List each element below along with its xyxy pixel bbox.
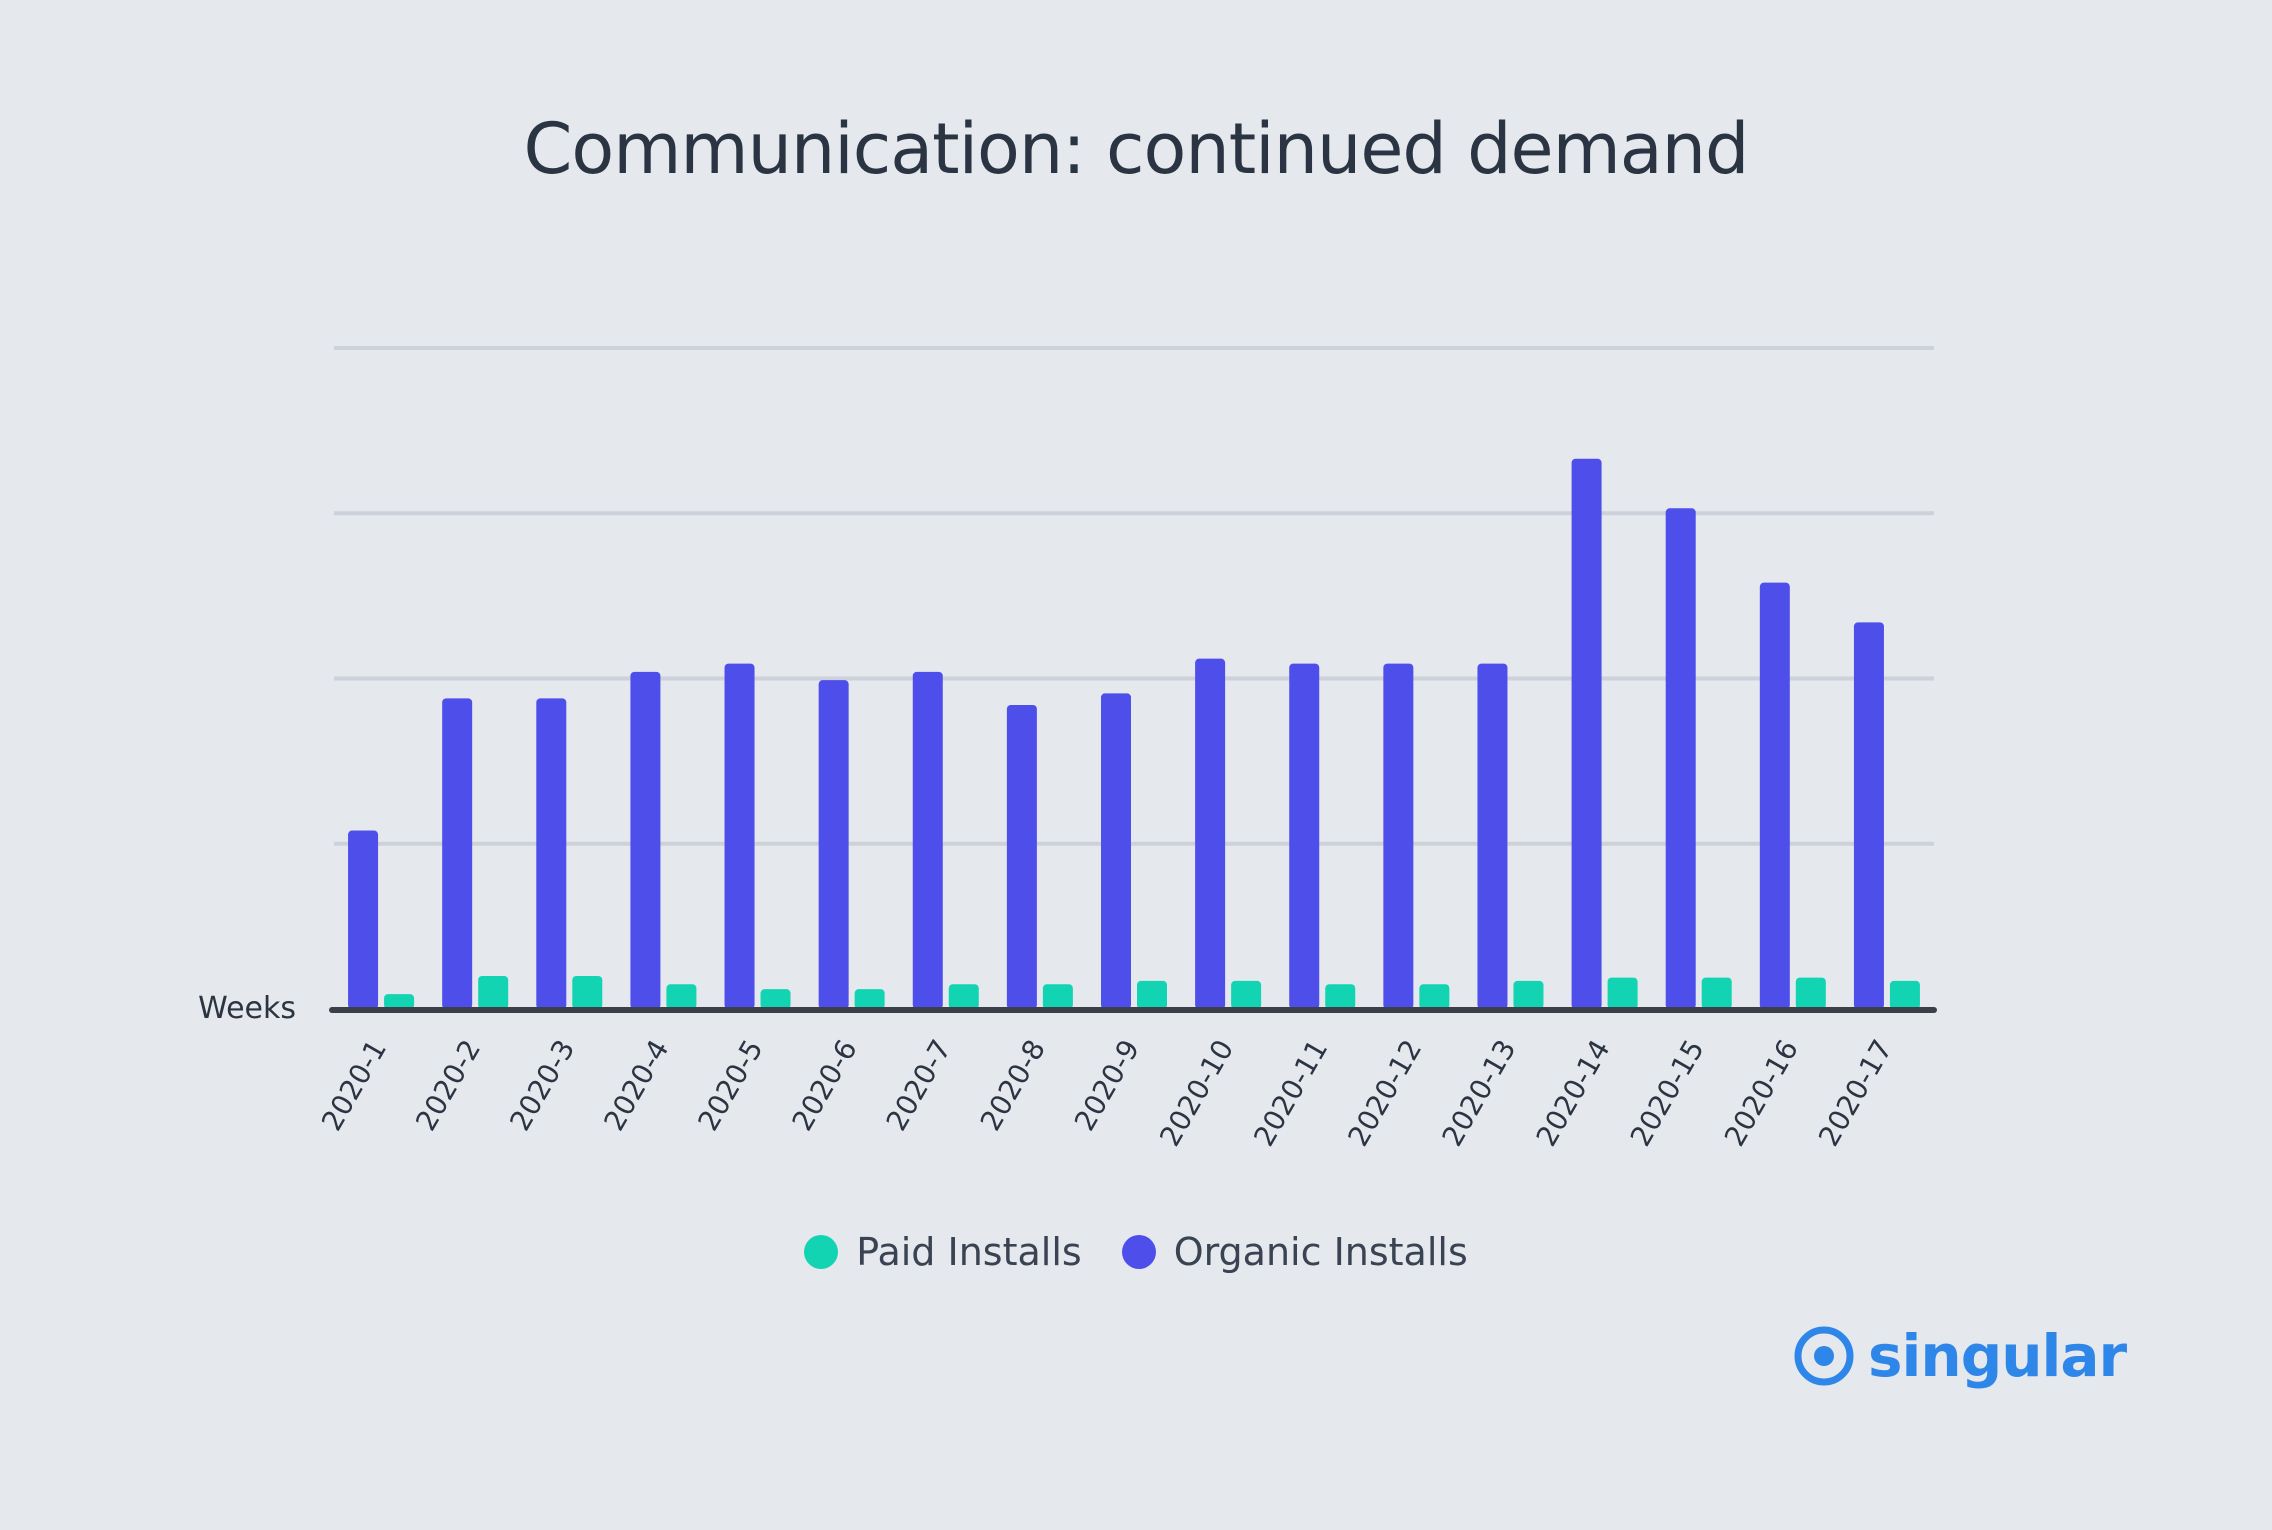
organic-bar-2020-4 [630,671,661,1009]
x-tick-label: 2020-7 [880,1034,958,1136]
organic-bar-2020-10 [1195,658,1226,1009]
x-tick-label: 2020-13 [1435,1034,1522,1152]
legend-swatch-organic [1121,1235,1156,1269]
x-tick-label: 2020-5 [691,1034,769,1136]
paid-bar-2020-5 [760,989,791,1009]
x-tick-label: 2020-12 [1341,1034,1428,1152]
x-tick-label: 2020-9 [1068,1034,1146,1136]
paid-bar-2020-14 [1607,977,1638,1009]
organic-bar-2020-14 [1571,458,1602,1009]
paid-bar-2020-3 [572,975,603,1009]
paid-bar-2020-6 [854,989,885,1009]
legend-item-organic: Organic Installs [1121,1230,1468,1274]
organic-bar-2020-12 [1383,663,1414,1009]
x-tick-label: 2020-2 [409,1034,487,1136]
x-tick-label: 2020-4 [597,1034,675,1136]
organic-bar-2020-5 [724,663,755,1009]
organic-bar-2020-13 [1477,663,1508,1009]
organic-bar-2020-17 [1853,622,1884,1009]
legend: Paid Installs Organic Installs [0,1230,2272,1274]
x-tick-label: 2020-17 [1812,1034,1899,1152]
paid-bar-2020-8 [1042,984,1073,1009]
paid-bar-2020-13 [1513,980,1544,1009]
singular-logo-icon [1794,1326,1854,1386]
paid-bar-2020-2 [478,975,509,1009]
paid-bar-2020-9 [1137,980,1167,1009]
x-tick-label: 2020-6 [786,1034,864,1136]
organic-bar-2020-2 [442,698,473,1009]
paid-bar-2020-7 [948,984,979,1009]
organic-bar-2020-15 [1665,508,1696,1009]
brand-name: singular [1868,1322,2127,1390]
organic-bar-2020-7 [912,671,943,1009]
paid-bar-2020-10 [1231,980,1262,1009]
organic-bar-2020-16 [1759,582,1790,1009]
legend-label-organic: Organic Installs [1173,1230,1468,1274]
paid-bar-2020-1 [384,994,415,1009]
x-tick-label: 2020-15 [1624,1034,1711,1152]
organic-bar-2020-6 [818,680,849,1009]
paid-bar-2020-16 [1795,977,1826,1009]
bars [348,458,1920,1009]
organic-bar-2020-3 [536,698,567,1009]
paid-bar-2020-4 [666,984,697,1009]
paid-bar-2020-12 [1419,984,1450,1009]
organic-bar-2020-1 [348,830,379,1009]
x-tick-label: 2020-3 [503,1034,581,1136]
organic-bar-2020-8 [1006,704,1037,1009]
x-tick-label: 2020-10 [1153,1034,1240,1152]
x-tick-label: 2020-11 [1247,1034,1334,1152]
chart-title: Communication: continued demand [523,108,1749,190]
x-tick-label: 2020-8 [974,1034,1052,1136]
organic-bar-2020-9 [1101,693,1131,1009]
legend-label-paid: Paid Installs [856,1230,1082,1274]
x-axis-title: Weeks [198,991,296,1026]
legend-swatch-paid [804,1235,839,1269]
x-tick-label: 2020-14 [1530,1034,1617,1152]
organic-bar-2020-11 [1289,663,1320,1009]
paid-bar-2020-15 [1701,977,1732,1009]
brand-logo: singular [1792,1322,2127,1390]
x-tick-label: 2020-16 [1718,1034,1805,1152]
x-tick-label: 2020-1 [315,1034,393,1136]
paid-bar-2020-11 [1325,984,1356,1009]
legend-item-paid: Paid Installs [804,1230,1082,1274]
paid-bar-2020-17 [1889,980,1920,1009]
